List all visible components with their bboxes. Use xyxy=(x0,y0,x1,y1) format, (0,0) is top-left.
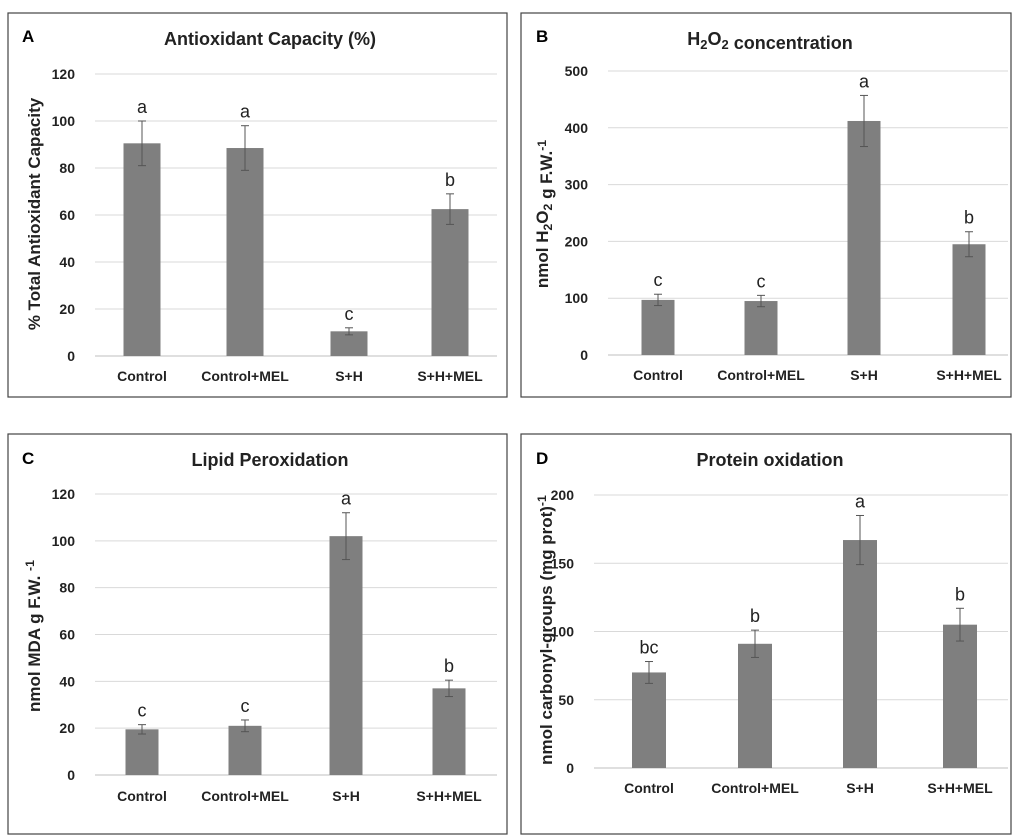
x-tick-label: Control+MEL xyxy=(711,780,799,796)
chart-title: Antioxidant Capacity (%) xyxy=(164,29,376,49)
chart-title: Protein oxidation xyxy=(696,450,843,470)
bar xyxy=(228,725,262,775)
y-tick-label: 200 xyxy=(565,233,589,249)
bar xyxy=(431,209,469,356)
significance-label: b xyxy=(444,656,454,676)
y-tick-label: 100 xyxy=(52,533,76,549)
x-tick-label: Control xyxy=(117,788,167,804)
bar xyxy=(432,688,466,775)
significance-label: b xyxy=(964,208,974,228)
significance-label: a xyxy=(855,491,866,511)
y-tick-label: 50 xyxy=(558,692,574,708)
y-tick-label: 40 xyxy=(59,254,75,270)
y-tick-label: 100 xyxy=(565,290,589,306)
chart-title: H2O2 concentration xyxy=(687,29,852,53)
panel-letter: C xyxy=(22,449,34,468)
y-tick-label: 120 xyxy=(52,486,76,502)
bar xyxy=(632,672,666,768)
y-axis-label: nmol carbonyl-groups (mg prot)-1 xyxy=(535,495,556,765)
x-tick-label: Control xyxy=(633,367,683,383)
bar xyxy=(330,331,368,356)
significance-label: c xyxy=(138,701,147,721)
y-tick-label: 0 xyxy=(67,348,75,364)
x-tick-label: S+H+MEL xyxy=(927,780,993,796)
y-tick-label: 80 xyxy=(59,580,75,596)
significance-label: a xyxy=(341,489,352,509)
panel-c: C Lipid Peroxidation nmol MDA g F.W. -1 0 20… xyxy=(7,433,508,835)
significance-label: bc xyxy=(639,638,658,658)
x-tick-label: S+H+MEL xyxy=(416,788,482,804)
y-tick-label: 500 xyxy=(565,63,589,79)
significance-label: c xyxy=(241,696,250,716)
x-tick-label: Control+MEL xyxy=(717,367,805,383)
x-tick-label: S+H xyxy=(332,788,360,804)
y-tick-label: 0 xyxy=(580,347,588,363)
significance-label: b xyxy=(750,606,760,626)
significance-label: c xyxy=(654,270,663,290)
x-tick-label: Control+MEL xyxy=(201,368,289,384)
y-tick-label: 40 xyxy=(59,673,75,689)
significance-label: c xyxy=(757,271,766,291)
x-tick-label: S+H xyxy=(335,368,363,384)
significance-label: b xyxy=(955,584,965,604)
y-axis-label: nmol MDA g F.W. -1 xyxy=(23,560,44,712)
bar xyxy=(641,299,675,355)
panel-b: B H2O2 concentration nmol H2O2 g F.W.-1 0 10… xyxy=(520,12,1012,398)
significance-label: a xyxy=(240,102,251,122)
x-tick-label: S+H+MEL xyxy=(417,368,483,384)
x-tick-label: Control+MEL xyxy=(201,788,289,804)
y-tick-label: 100 xyxy=(52,113,76,129)
y-tick-label: 20 xyxy=(59,720,75,736)
bar xyxy=(125,729,159,775)
x-tick-label: S+H xyxy=(846,780,874,796)
bar xyxy=(952,244,986,355)
y-axis-label: nmol H2O2 g F.W.-1 xyxy=(533,140,556,288)
y-tick-label: 200 xyxy=(551,487,575,503)
y-tick-label: 20 xyxy=(59,301,75,317)
significance-label: a xyxy=(859,71,870,91)
panel-letter: D xyxy=(536,449,548,468)
y-tick-label: 0 xyxy=(566,760,574,776)
significance-label: c xyxy=(345,304,354,324)
y-tick-label: 60 xyxy=(59,207,75,223)
bar xyxy=(847,120,881,355)
bar xyxy=(226,148,264,356)
y-tick-label: 120 xyxy=(52,66,76,82)
bar xyxy=(123,143,161,356)
y-tick-label: 80 xyxy=(59,160,75,176)
bar xyxy=(843,540,877,768)
y-tick-label: 400 xyxy=(565,120,589,136)
significance-label: a xyxy=(137,97,148,117)
panel-letter: B xyxy=(536,27,548,46)
y-tick-label: 100 xyxy=(551,624,575,640)
panel-d: D Protein oxidation nmol carbonyl-groups (… xyxy=(520,433,1012,835)
x-tick-label: Control xyxy=(624,780,674,796)
y-tick-label: 0 xyxy=(67,767,75,783)
bar xyxy=(744,301,778,355)
x-tick-label: Control xyxy=(117,368,167,384)
y-tick-label: 300 xyxy=(565,177,589,193)
bar xyxy=(738,643,772,768)
panel-letter: A xyxy=(22,27,34,46)
y-tick-label: 150 xyxy=(551,555,575,571)
panel-a: A Antioxidant Capacity (%) % Total Antioxi… xyxy=(7,12,508,398)
panel-frame xyxy=(520,433,1012,835)
chart-title: Lipid Peroxidation xyxy=(191,450,348,470)
x-tick-label: S+H xyxy=(850,367,878,383)
bar xyxy=(329,536,363,775)
y-tick-label: 60 xyxy=(59,627,75,643)
x-tick-label: S+H+MEL xyxy=(936,367,1002,383)
significance-label: b xyxy=(445,170,455,190)
bar xyxy=(943,624,977,768)
y-axis-label: % Total Antioxidant Capacity xyxy=(25,97,44,330)
